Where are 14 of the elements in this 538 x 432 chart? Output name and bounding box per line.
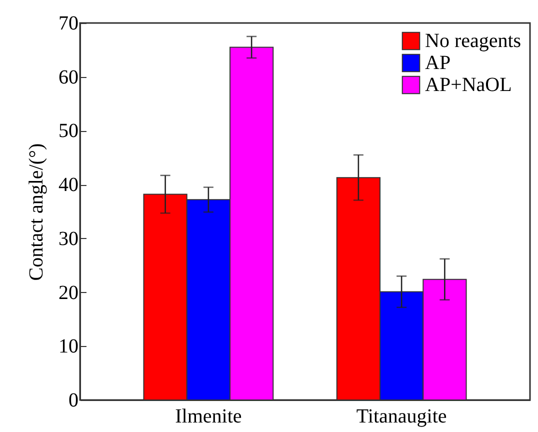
x-tick-label: Titanaugite (356, 406, 447, 428)
y-tick-label: 60 (58, 66, 78, 88)
y-tick-label: 0 (68, 390, 78, 412)
y-tick-label: 30 (58, 228, 78, 250)
y-tick-label: 50 (58, 120, 78, 142)
y-tick-label: 70 (58, 12, 78, 34)
legend-label: No reagents (425, 30, 522, 52)
x-tick-label: Ilmenite (175, 406, 242, 428)
y-tick-label: 40 (58, 174, 78, 196)
y-axis-title: Contact angle/(°) (26, 143, 48, 281)
y-tick-label: 20 (58, 282, 78, 304)
legend-label: AP+NaOL (425, 74, 512, 96)
y-tick-label: 10 (58, 336, 78, 358)
legend-label: AP (425, 52, 451, 74)
